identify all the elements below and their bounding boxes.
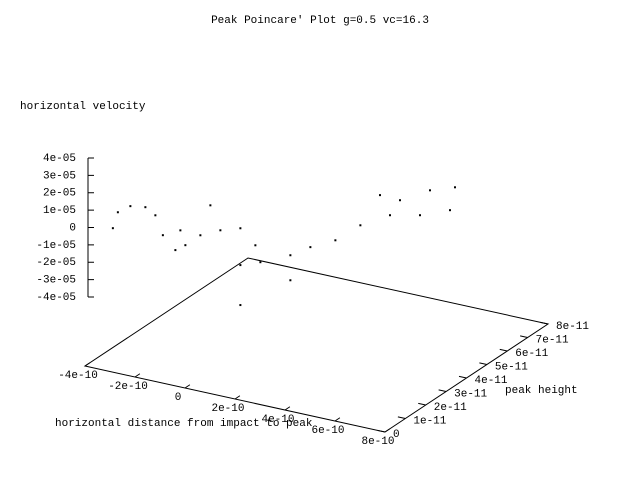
point bbox=[454, 186, 456, 189]
y-tick bbox=[520, 335, 528, 338]
z-tick-label: 4e-05 bbox=[43, 153, 76, 165]
y-tick bbox=[499, 348, 508, 352]
y-tick bbox=[397, 416, 406, 419]
y-tick bbox=[418, 402, 426, 406]
x-tick-label: 8e-10 bbox=[361, 436, 394, 448]
z-tick-label: 2e-05 bbox=[43, 188, 76, 200]
x-tick-label: 0 bbox=[175, 392, 182, 404]
y-tick-label: 0 bbox=[393, 429, 400, 441]
point bbox=[309, 246, 312, 249]
z-tick-label: 1e-05 bbox=[43, 205, 76, 217]
x-tick-label: -2e-10 bbox=[108, 381, 148, 393]
point bbox=[379, 194, 381, 197]
z-tick-label: -3e-05 bbox=[36, 275, 76, 287]
y-axis-label: peak height bbox=[505, 385, 578, 397]
y-tick-label: 1e-11 bbox=[413, 415, 446, 427]
point bbox=[239, 264, 242, 267]
x-tick bbox=[234, 395, 241, 400]
x-tick bbox=[334, 417, 341, 422]
y-tick-label: 2e-11 bbox=[434, 402, 467, 414]
x-tick bbox=[384, 428, 391, 433]
point bbox=[389, 214, 391, 217]
point bbox=[219, 229, 222, 232]
x-axis-label: horizontal distance from impact to peak bbox=[55, 418, 313, 430]
chart-title: Peak Poincare' Plot g=0.5 vc=16.3 bbox=[211, 15, 429, 27]
point bbox=[239, 227, 242, 230]
y-tick-label: 5e-11 bbox=[495, 361, 528, 373]
y-tick-label: 3e-11 bbox=[454, 388, 487, 400]
point bbox=[129, 205, 132, 208]
x-tick-label: 6e-10 bbox=[311, 425, 344, 437]
point bbox=[449, 209, 451, 212]
x-tick bbox=[134, 373, 141, 378]
point bbox=[184, 244, 187, 247]
y-tick bbox=[438, 389, 447, 392]
point bbox=[111, 227, 114, 230]
y-tick-label: 6e-11 bbox=[515, 348, 548, 360]
point bbox=[116, 211, 119, 214]
point bbox=[239, 304, 242, 307]
z-tick-label: 3e-05 bbox=[43, 170, 76, 182]
point bbox=[199, 234, 202, 237]
y-tick bbox=[458, 375, 467, 379]
x-tick-label: 2e-10 bbox=[211, 403, 244, 415]
point bbox=[259, 261, 262, 264]
point bbox=[289, 254, 292, 257]
point bbox=[399, 199, 401, 202]
y-tick-label: 7e-11 bbox=[536, 334, 569, 346]
point bbox=[209, 204, 212, 207]
x-tick bbox=[284, 406, 291, 411]
y-tick bbox=[377, 429, 386, 433]
point bbox=[429, 189, 431, 192]
x-tick-label: 4e-10 bbox=[261, 414, 294, 426]
point bbox=[174, 249, 177, 252]
y-tick-label: 8e-11 bbox=[556, 321, 589, 333]
point bbox=[144, 206, 147, 209]
point bbox=[419, 214, 421, 217]
z-axis-label: horizontal velocity bbox=[20, 101, 146, 113]
x-tick bbox=[184, 384, 191, 389]
point bbox=[179, 229, 182, 232]
point bbox=[154, 214, 157, 217]
x-tick bbox=[84, 362, 91, 367]
y-tick bbox=[479, 362, 487, 365]
point bbox=[161, 234, 164, 237]
point bbox=[334, 239, 337, 242]
point bbox=[359, 224, 362, 227]
z-tick-label: -2e-05 bbox=[36, 257, 76, 269]
z-tick-label: -1e-05 bbox=[36, 240, 76, 252]
y-tick bbox=[540, 321, 549, 325]
point bbox=[254, 244, 257, 247]
point bbox=[289, 279, 292, 282]
z-tick-label: -4e-05 bbox=[36, 292, 76, 304]
z-tick-label: 0 bbox=[69, 222, 76, 234]
y-tick-label: 4e-11 bbox=[475, 375, 508, 387]
x-tick-label: -4e-10 bbox=[58, 370, 98, 382]
